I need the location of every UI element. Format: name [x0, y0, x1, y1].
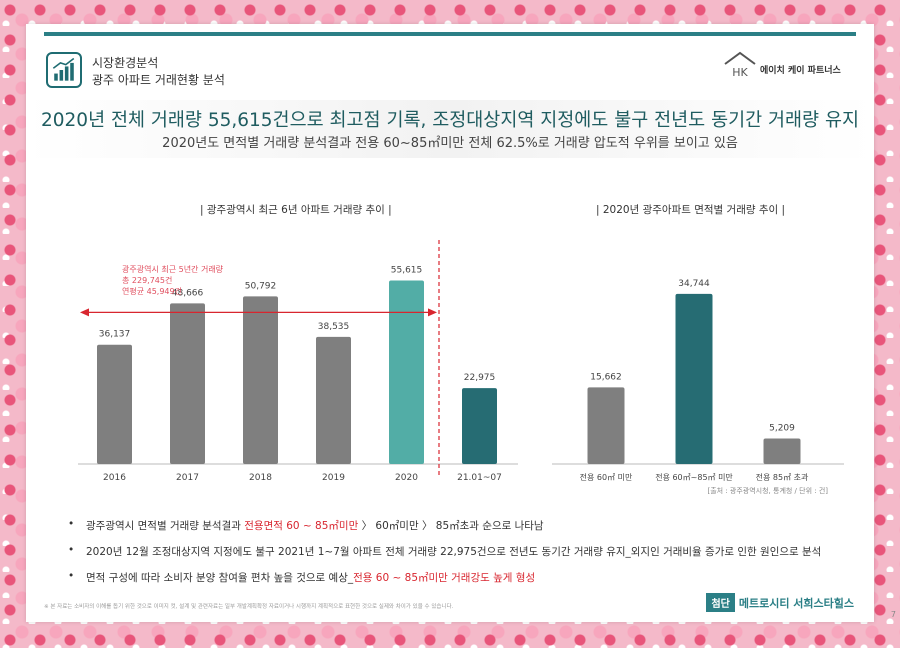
source-note: [출처 : 광주광역시청, 통계청 / 단위 : 건] [707, 487, 829, 495]
tick-label: 2018 [249, 473, 272, 483]
tick-label: 2016 [103, 473, 126, 483]
arrow-head-left [80, 308, 89, 317]
section-category: 시장환경분석 [92, 56, 159, 70]
top-accent-bar [44, 32, 856, 36]
chart1-title: | 광주광역시 최근 6년 아파트 거래량 추이 | [200, 204, 392, 216]
data-label: 48,666 [172, 288, 204, 298]
data-label: 34,744 [678, 279, 710, 289]
bar [316, 336, 351, 464]
headline-band [26, 100, 874, 158]
bar [763, 438, 801, 464]
tick-label: 전용 85㎡ 초과 [756, 472, 809, 482]
data-label: 22,975 [464, 373, 496, 383]
tick-label: 2019 [322, 473, 345, 483]
logo-text: 에이치 케이 파트너스 [760, 66, 841, 76]
data-label: 5,209 [769, 424, 795, 434]
area-volume-chart: 15,662 전용 60㎡ 미만 34,744 전용 60㎡~85㎡ 미만 5,209 전… [552, 279, 844, 482]
logo-mark: HK [732, 66, 748, 79]
bar [97, 344, 132, 464]
bar [462, 388, 497, 464]
data-label: 36,137 [99, 330, 131, 340]
tick-label: 전용 60㎡ 미만 [580, 472, 633, 482]
bar [587, 387, 625, 464]
brand-badge: 첨단 메트로시티 서희스타힐스 [706, 593, 854, 612]
company-logo: HK 에이치 케이 파트너스 [722, 50, 852, 80]
chart2-title: | 2020년 광주아파트 면적별 거래량 추이 | [596, 204, 786, 216]
tick-label: 21.01~07 [457, 473, 502, 483]
brand-name: 메트로시티 서희스타힐스 [738, 596, 854, 610]
bar [389, 280, 424, 464]
data-label: 38,535 [318, 322, 350, 332]
bullet-list: 광주광역시 면적별 거래량 분석결과 전용면적 60 ~ 85㎡미만 〉 60㎡… [68, 518, 821, 596]
bar [243, 296, 278, 464]
data-label: 55,615 [391, 265, 423, 275]
tick-label: 2020 [395, 473, 418, 483]
tick-label: 전용 60㎡~85㎡ 미만 [655, 472, 733, 482]
subheadline: 2020년도 면적별 거래량 분석결과 전용 60~85㎡미만 전체 62.5%… [162, 136, 738, 151]
yearly-volume-chart: 36,137 2016 48,666 2017 50,792 2018 38,535 2019… [78, 240, 518, 483]
bar [675, 293, 713, 464]
bullet-item: 2020년 12월 조정대상지역 지정에도 불구 2021년 1~7월 아파트 … [68, 544, 821, 559]
chart-icon [46, 52, 82, 88]
annotation-line: 광주광역시 최근 5년간 거래량 [122, 264, 224, 274]
slide: 시장환경분석 광주 아파트 거래현황 분석 HK 에이치 케이 파트너스 202… [26, 24, 874, 622]
bullet-item: 광주광역시 면적별 거래량 분석결과 전용면적 60 ~ 85㎡미만 〉 60㎡… [68, 518, 821, 533]
house-logo-icon: HK [724, 51, 756, 79]
data-label: 15,662 [590, 372, 622, 382]
annotation-line: 연평균 45,949건 [122, 286, 182, 296]
page-number: 7 [890, 610, 896, 619]
annotation-line: 총 229,745건 [122, 275, 172, 285]
headline: 2020년 전체 거래량 55,615건으로 최고점 기록, 조정대상지역 지정… [40, 110, 859, 131]
tick-label: 2017 [176, 473, 199, 483]
bar [170, 303, 205, 464]
section-subtitle: 광주 아파트 거래현황 분석 [92, 73, 225, 87]
arrow-head-right [428, 308, 437, 317]
brand-tag: 첨단 [706, 593, 735, 612]
bullet-item: 면적 구성에 따라 소비자 분양 참여율 편차 높을 것으로 예상_전용 60 … [68, 570, 821, 585]
disclaimer: ※ 본 자료는 소비자의 이해를 돕기 위한 것으로 이미지 컷, 설계 및 관… [44, 604, 454, 610]
data-label: 50,792 [245, 281, 277, 291]
